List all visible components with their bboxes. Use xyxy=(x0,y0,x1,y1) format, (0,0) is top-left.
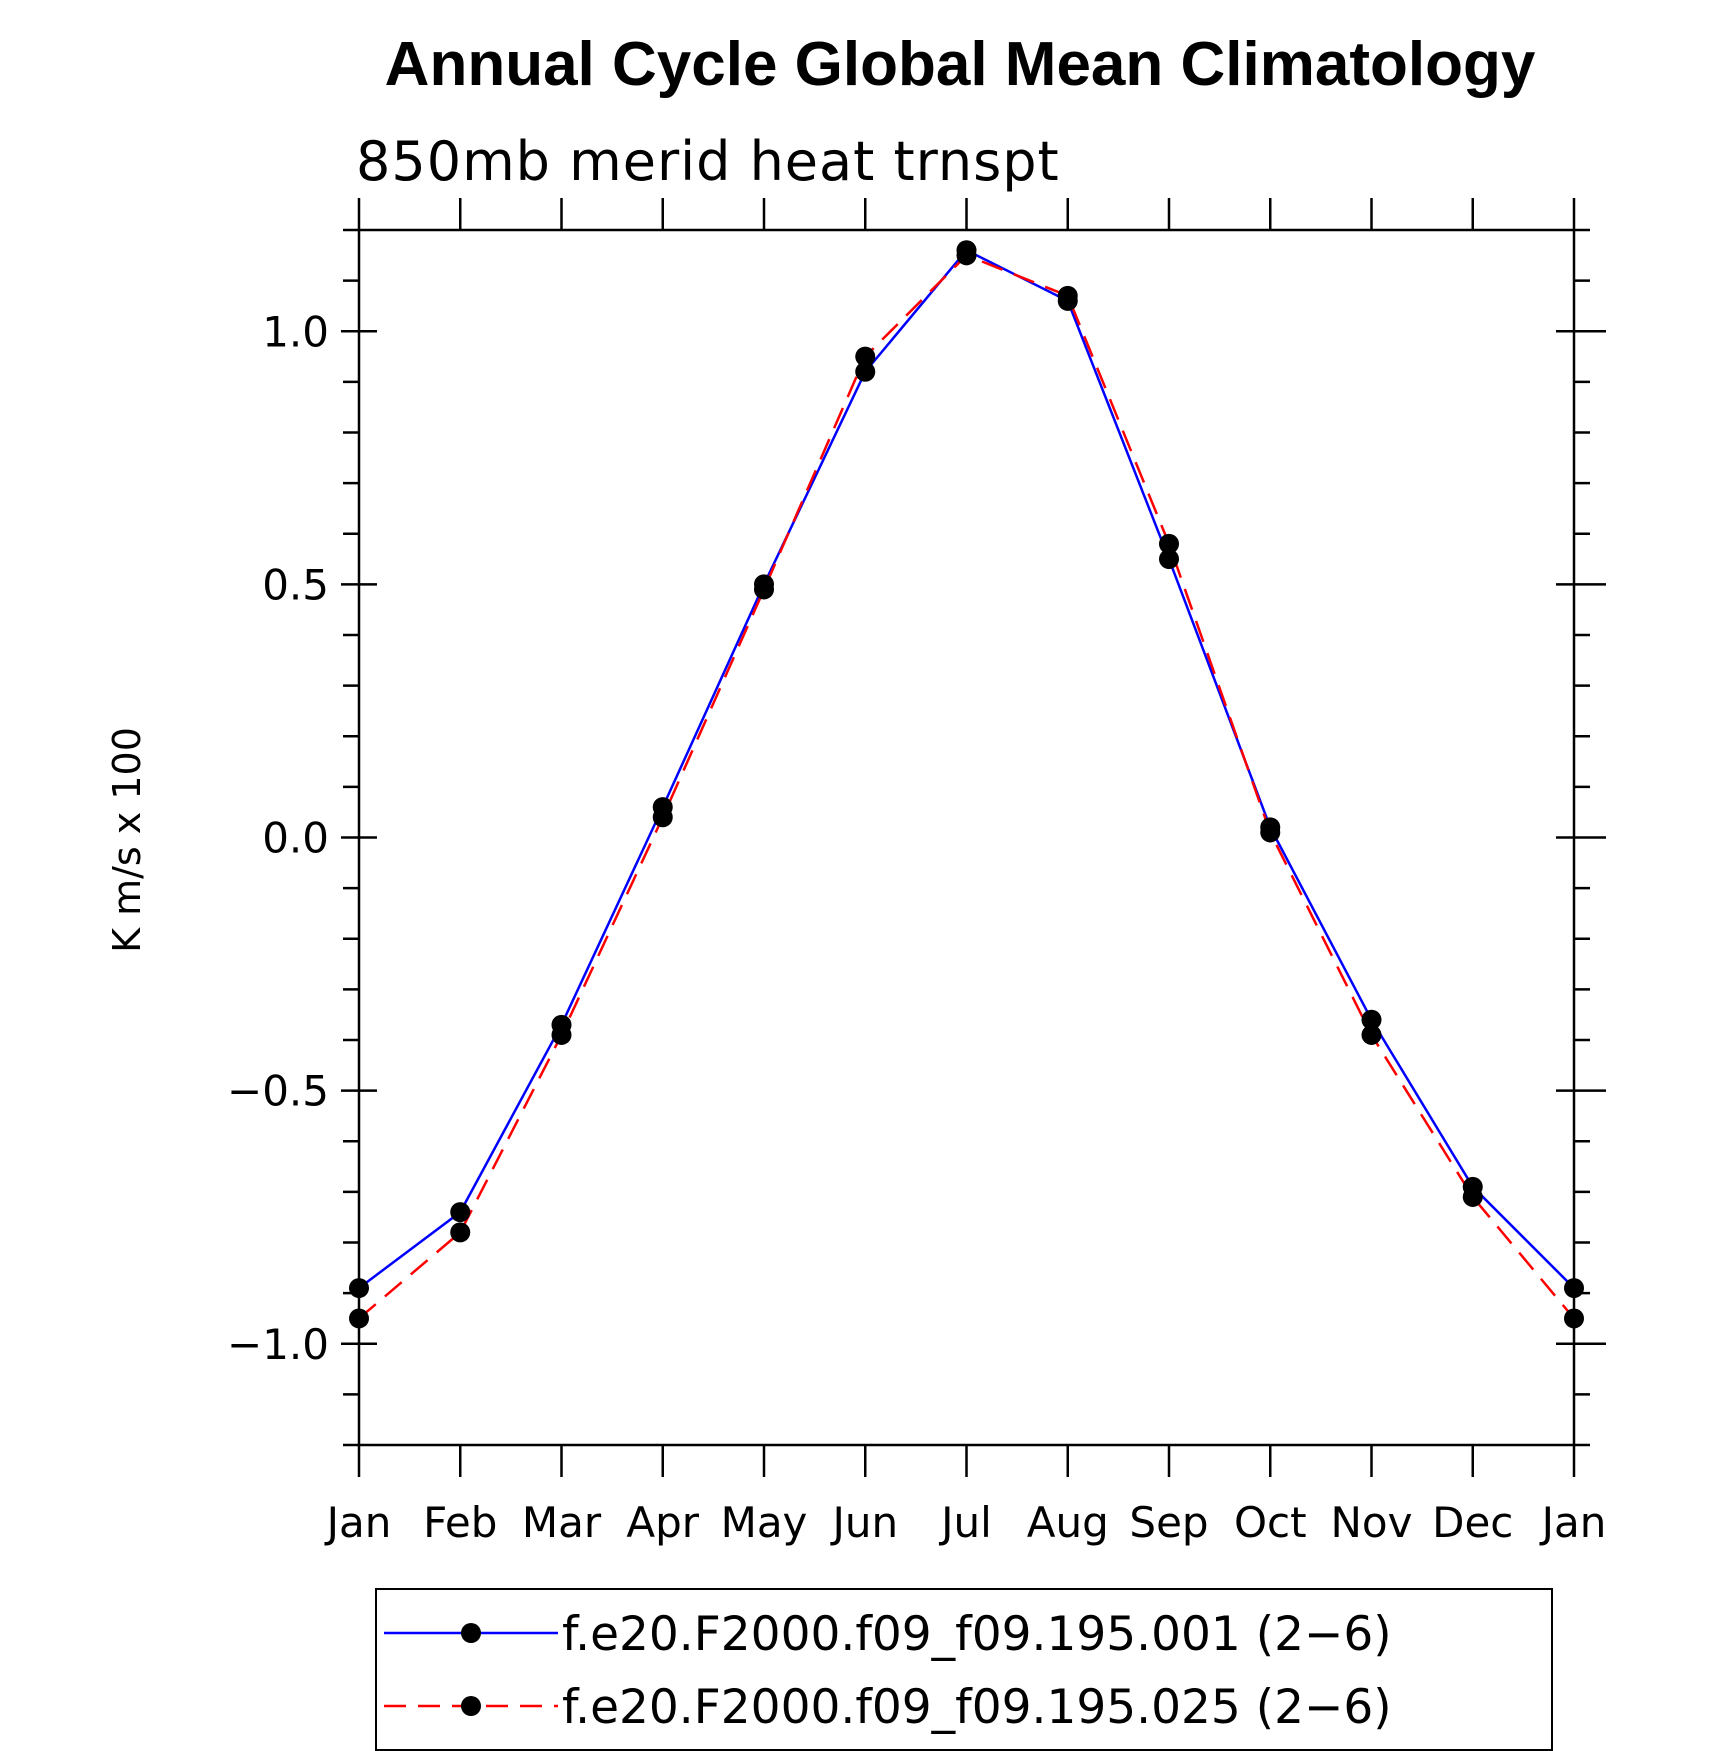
y-axis-label: K m/s x 100 xyxy=(105,727,149,953)
y-tick-label: 1.0 xyxy=(262,307,329,356)
x-tick-label: May xyxy=(721,1498,808,1547)
data-point-series-1 xyxy=(956,245,977,266)
data-point-series-0 xyxy=(450,1202,471,1223)
x-tick-label: Mar xyxy=(522,1498,602,1547)
series-line-1 xyxy=(358,253,1575,1320)
x-tick-label: Apr xyxy=(626,1498,699,1547)
plot-frame xyxy=(357,228,1576,1447)
x-tick-label: Jan xyxy=(1539,1498,1607,1547)
data-point-series-1 xyxy=(450,1222,471,1243)
data-point-series-0 xyxy=(1361,1009,1382,1030)
x-tick-label: Jan xyxy=(324,1498,392,1547)
x-tick-label: Dec xyxy=(1432,1498,1513,1547)
legend: f.e20.F2000.f09_f09.195.001 (2−6) f.e20.… xyxy=(375,1588,1553,1751)
y-tick-label: 0.5 xyxy=(262,560,329,609)
data-point-series-1 xyxy=(754,579,774,600)
data-point-series-1 xyxy=(1260,822,1281,843)
chart-subtitle: 850mb merid heat trnspt xyxy=(356,130,1060,193)
x-tick-label: Jun xyxy=(829,1498,898,1547)
legend-label-1: f.e20.F2000.f09_f09.195.025 (2−6) xyxy=(562,1680,1392,1735)
legend-box xyxy=(375,1588,1553,1751)
y-tick-label: −0.5 xyxy=(227,1067,329,1116)
data-point-series-1 xyxy=(1564,1308,1584,1329)
series-lines xyxy=(358,248,1575,1320)
data-point-series-1 xyxy=(855,346,876,367)
x-tick-label: Aug xyxy=(1027,1498,1109,1547)
chart-title: Annual Cycle Global Mean Climatology xyxy=(385,30,1536,99)
series-markers xyxy=(349,240,1584,1329)
x-tick-labels: Jan Feb Mar Apr May Jun Jul Aug Sep Oct Nov Dec Jan xyxy=(324,1498,1607,1547)
data-point-series-1 xyxy=(1159,533,1179,554)
data-point-series-1 xyxy=(551,1024,572,1045)
legend-marker-1 xyxy=(461,1696,481,1716)
data-point-series-0 xyxy=(1564,1278,1584,1299)
data-point-series-0 xyxy=(855,361,876,382)
data-point-series-1 xyxy=(1361,1024,1382,1045)
y-tick-label: −1.0 xyxy=(227,1320,329,1369)
legend-label-0: f.e20.F2000.f09_f09.195.001 (2−6) xyxy=(562,1607,1392,1662)
data-point-series-1 xyxy=(1057,285,1078,306)
data-point-series-1 xyxy=(652,807,673,828)
data-point-series-1 xyxy=(1462,1186,1483,1207)
data-point-series-0 xyxy=(1159,549,1179,570)
legend-marker-0 xyxy=(461,1623,481,1643)
x-tick-label: Sep xyxy=(1129,1498,1208,1547)
x-tick-label: Oct xyxy=(1234,1498,1307,1547)
x-tick-label: Nov xyxy=(1331,1498,1413,1547)
data-point-series-1 xyxy=(349,1308,369,1329)
x-tick-label: Jul xyxy=(938,1498,992,1547)
x-tick-label: Feb xyxy=(423,1498,497,1547)
y-tick-label: 0.0 xyxy=(262,814,329,863)
y-tick-labels: 1.0 0.5 0.0 −0.5 −1.0 xyxy=(227,307,329,1369)
data-point-series-0 xyxy=(349,1278,369,1299)
series-line-0 xyxy=(358,248,1575,1290)
axis-ticks xyxy=(341,198,1606,1477)
